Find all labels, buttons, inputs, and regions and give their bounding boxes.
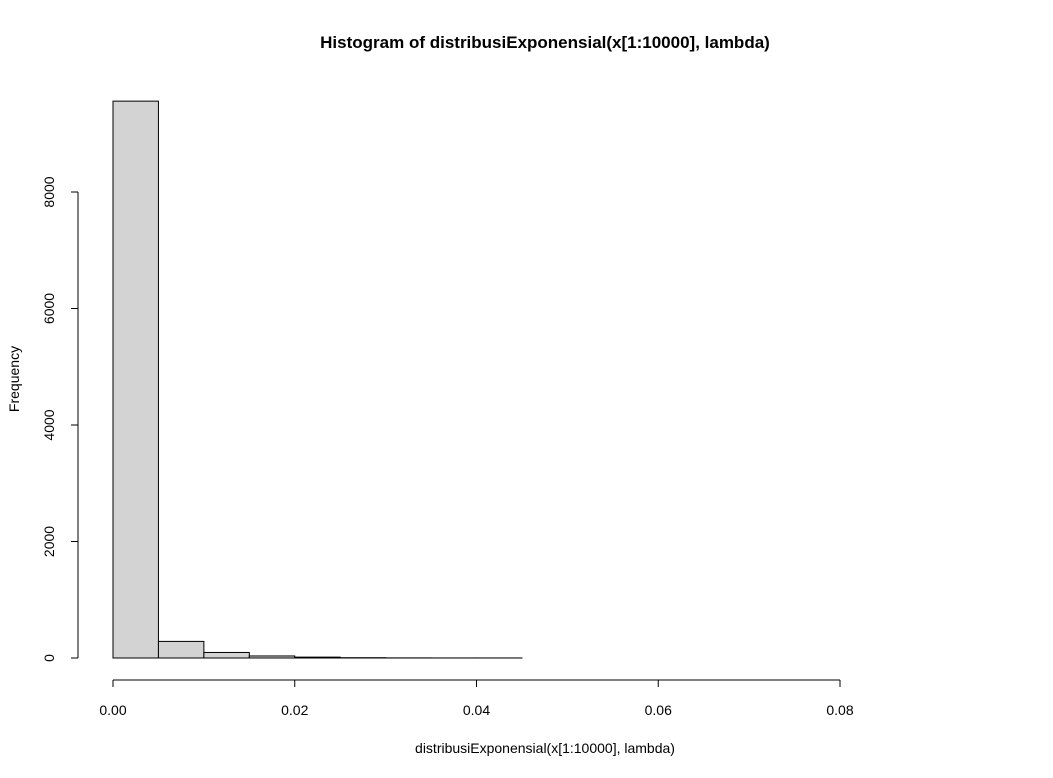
bars-group (112, 100, 523, 659)
y-tick-label: 8000 (41, 176, 57, 207)
y-tick-label: 4000 (41, 409, 57, 440)
x-tick-label: 0.04 (463, 702, 490, 718)
x-tick-label: 0.06 (645, 702, 672, 718)
x-axis-label: distribusiExponensial(x[1:10000], lambda… (415, 740, 675, 756)
x-tick-label: 0.00 (99, 702, 126, 718)
y-axis: 0 2000 4000 6000 8000 (41, 176, 79, 662)
x-tick-label: 0.02 (281, 702, 308, 718)
histogram-bar (294, 656, 341, 659)
y-tick-label: 6000 (41, 293, 57, 324)
histogram-bar (157, 640, 205, 659)
histogram-bar (203, 651, 250, 659)
y-axis-label: Frequency (6, 346, 22, 412)
histogram-bar (112, 100, 159, 659)
chart-title: Histogram of distribusiExponensial(x[1:1… (320, 33, 770, 52)
x-axis: 0.00 0.02 0.04 0.06 0.08 (99, 679, 854, 718)
y-tick-label: 0 (41, 654, 57, 662)
x-tick-label: 0.08 (826, 702, 853, 718)
y-tick-label: 2000 (41, 526, 57, 557)
histogram-bar (248, 655, 296, 659)
